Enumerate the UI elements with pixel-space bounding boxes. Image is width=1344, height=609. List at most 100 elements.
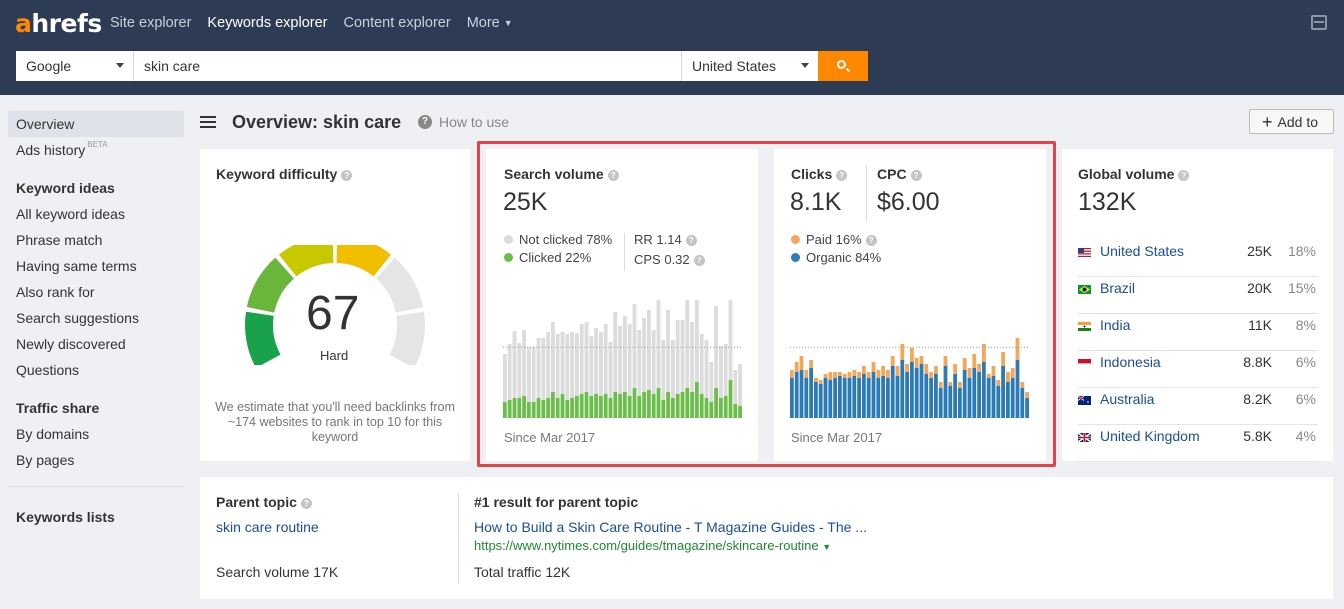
bar-paid <box>938 382 943 388</box>
country-link[interactable]: United States <box>1100 243 1185 259</box>
country-link[interactable]: India <box>1100 317 1131 333</box>
bar-clicked <box>546 398 550 418</box>
bar-paid <box>905 364 909 372</box>
help-icon[interactable]: ? <box>341 170 353 181</box>
country-link[interactable]: Australia <box>1100 391 1155 407</box>
bar-not-clicked <box>503 354 507 402</box>
bar-clicked <box>565 400 570 418</box>
search-row: Google United States <box>16 51 868 81</box>
bar-organic <box>876 378 881 418</box>
gauge-segment <box>245 311 281 365</box>
nav-more[interactable]: More ▼ <box>466 15 513 31</box>
bar-not-clicked <box>599 332 603 396</box>
country-link[interactable]: Indonesia <box>1100 354 1161 370</box>
sidebar-item-by-domains[interactable]: By domains <box>16 426 90 442</box>
search-engine-select[interactable]: Google <box>16 51 134 81</box>
search-button[interactable] <box>818 51 868 81</box>
bar-clicked <box>671 398 675 418</box>
country-select[interactable]: United States <box>681 51 818 81</box>
help-icon[interactable]: ? <box>865 235 877 246</box>
bar-paid <box>1015 338 1020 360</box>
sidebar-item-ads-history[interactable]: Ads history BETA <box>16 140 108 158</box>
sidebar-item-search-suggestions[interactable]: Search suggestions <box>16 310 139 326</box>
sidebar-item-having-same-terms[interactable]: Having same terms <box>16 258 137 274</box>
bar-organic <box>847 378 852 418</box>
bar-paid <box>809 360 813 368</box>
sidebar-item-by-pages[interactable]: By pages <box>16 452 75 468</box>
bar-not-clicked <box>723 344 728 396</box>
legend-organic: Organic 84% <box>791 250 881 265</box>
nav-keywords-explorer[interactable]: Keywords explorer <box>207 15 328 31</box>
sidebar-item-all-keyword-ideas[interactable]: All keyword ideas <box>16 206 125 222</box>
bar-organic <box>866 378 871 418</box>
help-icon[interactable]: ? <box>910 170 922 181</box>
bar-organic <box>982 362 986 418</box>
help-icon[interactable]: ? <box>607 170 619 181</box>
bar-clicked <box>613 392 618 418</box>
bar-clicked <box>575 396 579 418</box>
bar-paid <box>919 356 924 364</box>
help-icon[interactable]: ? <box>685 235 697 246</box>
global-volume-value: 132K <box>1078 188 1137 216</box>
bar-organic <box>838 376 842 418</box>
bar-not-clicked <box>623 316 627 392</box>
parent-topic-link[interactable]: skin care routine <box>216 519 319 535</box>
help-icon[interactable]: ? <box>1178 170 1190 181</box>
bar-paid <box>790 370 794 378</box>
bar-not-clicked <box>555 334 560 398</box>
help-icon[interactable]: ? <box>418 115 432 129</box>
nav-content-explorer[interactable]: Content explorer <box>343 15 451 31</box>
bar-organic <box>943 366 948 418</box>
ahrefs-logo[interactable]: ahrefs <box>15 9 102 38</box>
add-to-button[interactable]: + Add to <box>1249 109 1334 134</box>
bar-not-clicked <box>685 300 690 388</box>
country-percent: 8% <box>1295 317 1316 333</box>
flag-br-icon <box>1078 285 1091 294</box>
top-result-link[interactable]: How to Build a Skin Care Routine - T Mag… <box>474 519 867 535</box>
bar-organic <box>886 378 890 418</box>
bar-paid <box>1006 372 1010 382</box>
country-volume: 20K <box>1247 280 1272 296</box>
sidebar-item-newly-discovered[interactable]: Newly discovered <box>16 336 126 352</box>
help-icon[interactable]: ? <box>836 170 848 181</box>
country-link[interactable]: Brazil <box>1100 280 1136 296</box>
help-icon[interactable]: ? <box>693 255 705 266</box>
help-icon[interactable]: ? <box>300 498 312 509</box>
menu-icon[interactable] <box>200 116 216 128</box>
inbox-icon[interactable] <box>1311 15 1327 30</box>
gauge-segment <box>278 245 334 277</box>
global-volume-card <box>1062 149 1333 461</box>
bar-paid <box>862 366 866 374</box>
nav-site-explorer[interactable]: Site explorer <box>110 15 192 31</box>
divider <box>866 166 867 222</box>
keyword-input[interactable] <box>134 51 681 81</box>
how-to-use-link[interactable]: How to use <box>439 114 510 130</box>
bar-not-clicked <box>690 322 694 392</box>
sidebar-item-questions[interactable]: Questions <box>16 362 80 378</box>
bar-paid <box>804 370 809 378</box>
sidebar-heading-keyword-ideas: Keyword ideas <box>16 180 115 196</box>
bar-clicked <box>512 398 517 418</box>
sidebar-item-phrase-match[interactable]: Phrase match <box>16 232 103 248</box>
bar-paid <box>958 382 962 388</box>
bar-paid <box>876 370 881 378</box>
sidebar-item-keywords-lists[interactable]: Keywords lists <box>16 509 115 525</box>
top-result-url[interactable]: https://www.nytimes.com/guides/tmagazine… <box>474 538 832 553</box>
bar-clicked <box>704 398 709 418</box>
bar-organic <box>1020 388 1025 418</box>
bar-clicked <box>738 406 742 418</box>
bar-paid <box>991 366 996 376</box>
bar-not-clicked <box>507 344 512 400</box>
country-link[interactable]: United Kingdom <box>1100 428 1200 444</box>
bar-not-clicked <box>570 332 574 398</box>
sidebar-item-also-rank-for[interactable]: Also rank for <box>16 284 95 300</box>
bar-clicked <box>714 388 718 418</box>
global-volume-row: Indonesia 8.8K 6% <box>1078 351 1318 388</box>
sidebar-item-overview[interactable]: Overview <box>8 111 184 137</box>
clicks-per-search: CPS 0.32? <box>634 252 705 267</box>
bar-clicked <box>589 396 594 418</box>
return-rate: RR 1.14? <box>634 232 697 247</box>
bar-organic <box>881 376 885 418</box>
gauge-segment <box>336 245 392 277</box>
chevron-down-icon[interactable]: ▼ <box>822 542 832 552</box>
